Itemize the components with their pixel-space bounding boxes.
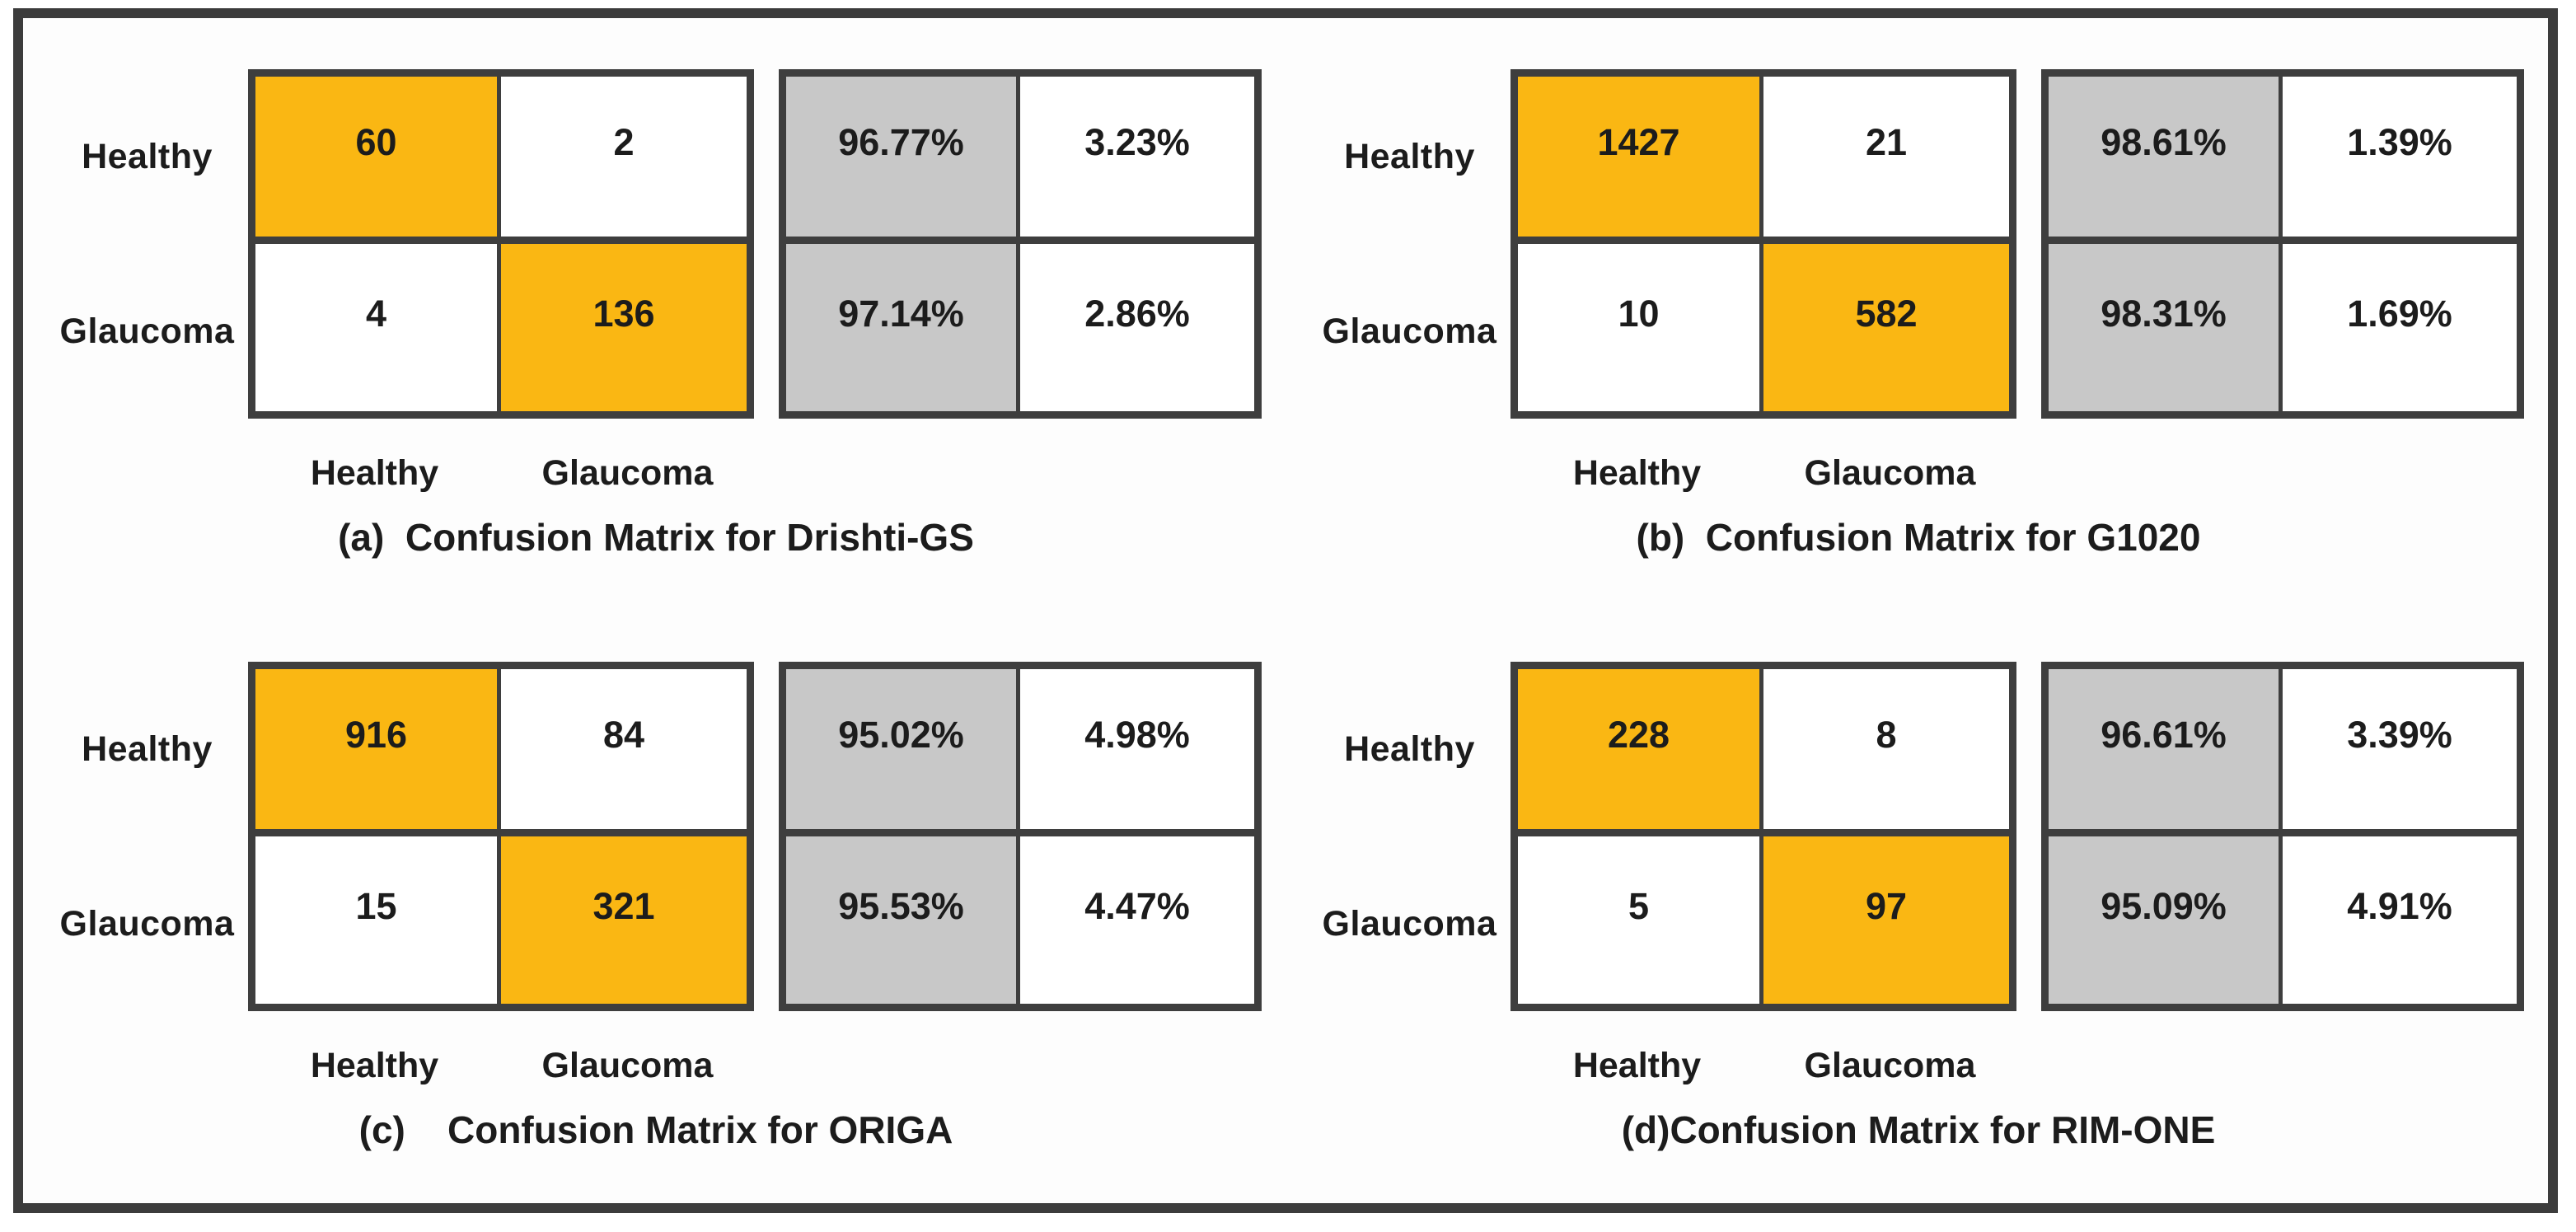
pct-cell: 96.61% (2049, 669, 2283, 836)
figure-frame: Healthy Glaucoma 60 2 4 136 96.77% 3.23%… (13, 8, 2558, 1213)
pct-cell: 4.47% (1084, 884, 1190, 927)
pct-cell: 95.53% (786, 836, 1020, 1004)
count-matrix: 1427 21 10 582 (1510, 69, 2016, 419)
count-matrix: 228 8 5 97 (1510, 662, 2016, 1011)
row-labels: Healthy Glaucoma (46, 662, 248, 1011)
count-matrix: 916 84 15 321 (248, 662, 754, 1011)
pct-cell: 95.02% (786, 669, 1020, 836)
matrix-row: Healthy Glaucoma 916 84 15 321 95.02% 4.… (46, 662, 1277, 1011)
percentage-matrix: 96.77% 3.23% 97.14% 2.86% (779, 69, 1262, 419)
pct-cell: 97.14% (786, 244, 1020, 411)
col-labels: Healthy Glaucoma (248, 453, 754, 494)
pct-cell: 1.39% (2283, 77, 2517, 244)
matrix-cell-tp: 1427 (1518, 77, 1763, 244)
row-label-glaucoma: Glaucoma (1322, 311, 1497, 351)
matrix-cell-fp: 15 (255, 836, 501, 1004)
col-label-glaucoma: Glaucoma (541, 453, 714, 493)
pct-cell: 4.91% (2347, 884, 2452, 927)
col-label-glaucoma: Glaucoma (1804, 1046, 1976, 1085)
col-label-glaucoma: Glaucoma (1804, 453, 1976, 493)
matrix-row: Healthy Glaucoma 1427 21 10 582 98.61% 1… (1309, 69, 2540, 419)
matrix-cell-fn: 2 (501, 77, 747, 244)
matrix-cell-tp: 228 (1518, 669, 1763, 836)
confusion-matrix-panel-c: Healthy Glaucoma 916 84 15 321 95.02% 4.… (23, 611, 1286, 1203)
panels-grid: Healthy Glaucoma 60 2 4 136 96.77% 3.23%… (23, 18, 2548, 1203)
matrix-row: Healthy Glaucoma 228 8 5 97 96.61% 3.39%… (1309, 662, 2540, 1011)
panel-caption: (c) Confusion Matrix for ORIGA (358, 1108, 953, 1151)
pct-cell: 3.23% (1020, 77, 1254, 244)
matrix-row: Healthy Glaucoma 60 2 4 136 96.77% 3.23%… (46, 69, 1277, 419)
matrix-cell-tp: 916 (255, 669, 501, 836)
row-label-healthy: Healthy (82, 136, 213, 176)
pct-cell: 96.77% (786, 77, 1020, 244)
matrix-cell-tn: 97 (1763, 836, 2009, 1004)
matrix-cell-fn: 21 (1763, 77, 2009, 244)
matrix-cell-tn: 582 (1763, 244, 2009, 411)
matrix-cell-tp: 60 (255, 77, 501, 244)
matrix-cell-tn: 136 (501, 244, 747, 411)
col-labels: Healthy Glaucoma (248, 1046, 754, 1086)
pct-cell: 98.61% (2049, 77, 2283, 244)
pct-cell: 1.69% (2347, 292, 2452, 335)
row-labels: Healthy Glaucoma (1309, 69, 1510, 419)
row-label-glaucoma: Glaucoma (59, 903, 235, 944)
panel-caption: (b) Confusion Matrix for G1020 (1636, 516, 2201, 559)
confusion-matrix-panel-b: Healthy Glaucoma 1427 21 10 582 98.61% 1… (1286, 18, 2548, 611)
col-label-healthy: Healthy (310, 1046, 439, 1085)
pct-cell: 2.86% (1084, 292, 1190, 335)
panel-caption: (d)Confusion Matrix for RIM-ONE (1621, 1108, 2216, 1151)
row-label-healthy: Healthy (1344, 728, 1475, 769)
row-label-healthy: Healthy (82, 728, 213, 769)
panel-caption: (a) Confusion Matrix for Drishti-GS (338, 516, 974, 559)
col-labels: Healthy Glaucoma (1510, 1046, 2016, 1086)
pct-cell: 98.31% (2049, 244, 2283, 411)
confusion-matrix-panel-a: Healthy Glaucoma 60 2 4 136 96.77% 3.23%… (23, 18, 1286, 611)
percentage-matrix: 95.02% 4.98% 95.53% 4.47% (779, 662, 1262, 1011)
col-label-healthy: Healthy (1572, 453, 1702, 493)
row-label-glaucoma: Glaucoma (59, 311, 235, 351)
pct-cell: 3.39% (2283, 669, 2517, 836)
percentage-matrix: 98.61% 1.39% 98.31% 1.69% (2041, 69, 2524, 419)
pct-cell: 95.09% (2049, 836, 2283, 1004)
row-labels: Healthy Glaucoma (46, 69, 248, 419)
row-label-healthy: Healthy (1344, 136, 1475, 176)
matrix-cell-fp: 4 (255, 244, 501, 411)
col-labels: Healthy Glaucoma (1510, 453, 2016, 494)
row-label-glaucoma: Glaucoma (1322, 903, 1497, 944)
matrix-cell-fn: 84 (501, 669, 747, 836)
row-labels: Healthy Glaucoma (1309, 662, 1510, 1011)
count-matrix: 60 2 4 136 (248, 69, 754, 419)
matrix-cell-fn: 8 (1763, 669, 2009, 836)
matrix-cell-fp: 5 (1518, 836, 1763, 1004)
col-label-healthy: Healthy (310, 453, 439, 493)
matrix-cell-tn: 321 (501, 836, 747, 1004)
col-label-healthy: Healthy (1572, 1046, 1702, 1085)
col-label-glaucoma: Glaucoma (541, 1046, 714, 1085)
percentage-matrix: 96.61% 3.39% 95.09% 4.91% (2041, 662, 2524, 1011)
pct-cell: 4.98% (1020, 669, 1254, 836)
matrix-cell-fp: 10 (1518, 244, 1763, 411)
confusion-matrix-panel-d: Healthy Glaucoma 228 8 5 97 96.61% 3.39%… (1286, 611, 2548, 1203)
